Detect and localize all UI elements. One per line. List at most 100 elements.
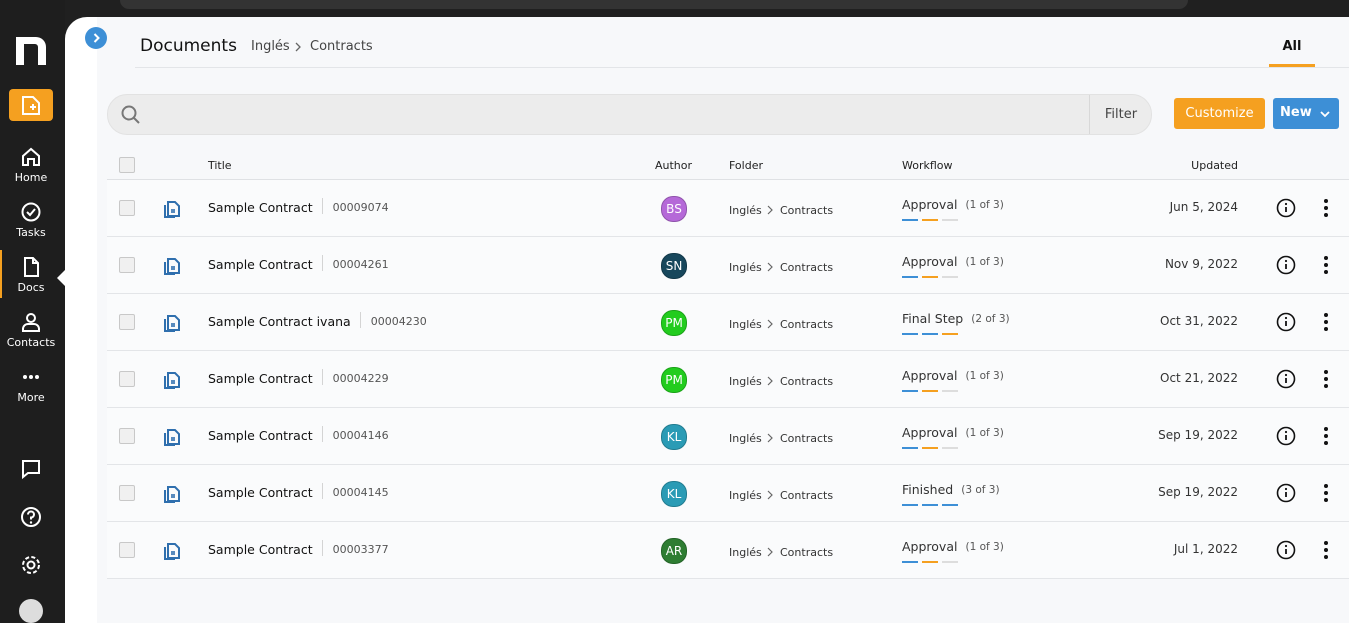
folder-crumb[interactable]: Inglés (729, 204, 762, 217)
info-button[interactable] (1276, 369, 1296, 389)
doc-icon (164, 486, 180, 503)
nav-item[interactable]: Tasks (0, 200, 62, 239)
column-header[interactable]: Author (655, 159, 693, 172)
doc-title[interactable]: Sample Contract ivana (208, 314, 351, 329)
more-button[interactable] (1318, 540, 1334, 560)
author-avatar[interactable]: BS (661, 196, 687, 222)
row-checkbox[interactable] (119, 200, 135, 216)
folder-crumb[interactable]: Inglés (729, 546, 762, 559)
doc-title[interactable]: Sample Contract (208, 200, 313, 215)
table-row[interactable]: Sample Contract 00004229 PM Inglés Contracts… (107, 351, 1349, 408)
folder-crumb[interactable]: Contracts (780, 432, 834, 445)
author-avatar[interactable]: SN (661, 253, 687, 279)
folder-crumb[interactable]: Contracts (780, 204, 834, 217)
doc-title[interactable]: Sample Contract (208, 542, 313, 557)
workflow-step (922, 504, 938, 506)
folder-crumb[interactable]: Inglés (729, 489, 762, 502)
info-button[interactable] (1276, 483, 1296, 503)
breadcrumb[interactable]: Inglés (251, 39, 290, 54)
nav-item[interactable]: Contacts (0, 310, 62, 349)
collapse-button[interactable] (85, 27, 107, 49)
table-row[interactable]: Sample Contract 00004145 KL Inglés Contracts… (107, 465, 1349, 522)
info-button[interactable] (1276, 198, 1296, 218)
table-row[interactable]: Sample Contract 00004261 SN Inglés Contracts… (107, 237, 1349, 294)
doc-title[interactable]: Sample Contract (208, 371, 313, 386)
folder-crumb[interactable]: Contracts (780, 375, 834, 388)
select-all-checkbox[interactable] (119, 157, 135, 173)
nav-item[interactable]: Home (0, 145, 62, 184)
breadcrumb[interactable]: Contracts (310, 39, 373, 54)
workflow-name[interactable]: Approval (902, 368, 958, 383)
column-header[interactable]: Title (208, 159, 232, 172)
updated-date: Oct 31, 2022 (1160, 314, 1238, 328)
search-bar[interactable]: Filter (107, 94, 1152, 135)
table-row[interactable]: Sample Contract 00004146 KL Inglés Contracts… (107, 408, 1349, 465)
row-checkbox[interactable] (119, 314, 135, 330)
info-button[interactable] (1276, 540, 1296, 560)
folder-crumb[interactable]: Contracts (780, 489, 834, 502)
column-header[interactable]: Workflow (902, 159, 953, 172)
workflow-name[interactable]: Final Step (902, 311, 964, 326)
workflow-name[interactable]: Approval (902, 425, 958, 440)
more-button[interactable] (1318, 255, 1334, 275)
filter-button[interactable]: Filter (1089, 95, 1152, 134)
author-avatar[interactable]: PM (661, 310, 687, 336)
more-button[interactable] (1318, 426, 1334, 446)
header-divider (107, 179, 1349, 180)
more-button[interactable] (1318, 312, 1334, 332)
workflow-name[interactable]: Approval (902, 254, 958, 269)
column-header[interactable]: Updated (1191, 159, 1238, 172)
more-button[interactable] (1318, 198, 1334, 218)
more-button[interactable] (1318, 483, 1334, 503)
folder-crumb[interactable]: Inglés (729, 432, 762, 445)
table-row[interactable]: Sample Contract 00003377 AR Inglés Contracts… (107, 522, 1349, 579)
doc-title[interactable]: Sample Contract (208, 428, 313, 443)
tab[interactable]: All (1282, 39, 1302, 54)
author-avatar[interactable]: PM (661, 367, 687, 393)
doc-icon (164, 429, 180, 446)
author-avatar[interactable]: KL (661, 424, 687, 450)
workflow-name[interactable]: Finished (902, 482, 954, 497)
row-checkbox[interactable] (119, 428, 135, 444)
user-avatar[interactable] (19, 599, 43, 623)
search-icon (121, 105, 140, 124)
folder-crumb[interactable]: Inglés (729, 261, 762, 274)
folder-crumb[interactable]: Contracts (780, 546, 834, 559)
new-button[interactable]: New (1273, 98, 1339, 129)
workflow-name[interactable]: Approval (902, 539, 958, 554)
row-checkbox[interactable] (119, 257, 135, 273)
doc-title[interactable]: Sample Contract (208, 485, 313, 500)
chat-icon[interactable] (20, 458, 42, 480)
info-button[interactable] (1276, 426, 1296, 446)
folder-crumb[interactable]: Contracts (780, 261, 834, 274)
workflow-name[interactable]: Approval (902, 197, 958, 212)
new-doc-button[interactable] (9, 89, 53, 121)
help-icon[interactable] (19, 505, 43, 529)
icon (22, 96, 40, 115)
row-checkbox[interactable] (119, 371, 135, 387)
settings-icon[interactable] (19, 553, 43, 577)
table-row[interactable]: Sample Contract 00009074 BS Inglés Contracts… (107, 180, 1349, 237)
row-checkbox[interactable] (119, 542, 135, 558)
workflow-step (902, 390, 918, 392)
info-button[interactable] (1276, 312, 1296, 332)
workflow-step (922, 561, 938, 563)
folder-crumb[interactable]: Contracts (780, 318, 834, 331)
table-row[interactable]: Sample Contract ivana 00004230 PM Inglés Con… (107, 294, 1349, 351)
doc-title[interactable]: Sample Contract (208, 257, 313, 272)
folder-crumb[interactable]: Inglés (729, 375, 762, 388)
folder-crumb[interactable]: Inglés (729, 318, 762, 331)
nav-item[interactable]: Docs (0, 255, 62, 294)
updated-date: Jul 1, 2022 (1173, 542, 1238, 556)
nav-item[interactable]: More (0, 365, 62, 404)
author-avatar[interactable]: AR (661, 538, 687, 564)
row-checkbox[interactable] (119, 485, 135, 501)
nav-icon (22, 313, 40, 332)
more-button[interactable] (1318, 369, 1334, 389)
customize-button[interactable]: Customize (1174, 98, 1265, 129)
column-header[interactable]: Folder (729, 159, 763, 172)
tab-underline (1269, 64, 1315, 67)
info-button[interactable] (1276, 255, 1296, 275)
doc-icon (164, 258, 180, 275)
author-avatar[interactable]: KL (661, 481, 687, 507)
